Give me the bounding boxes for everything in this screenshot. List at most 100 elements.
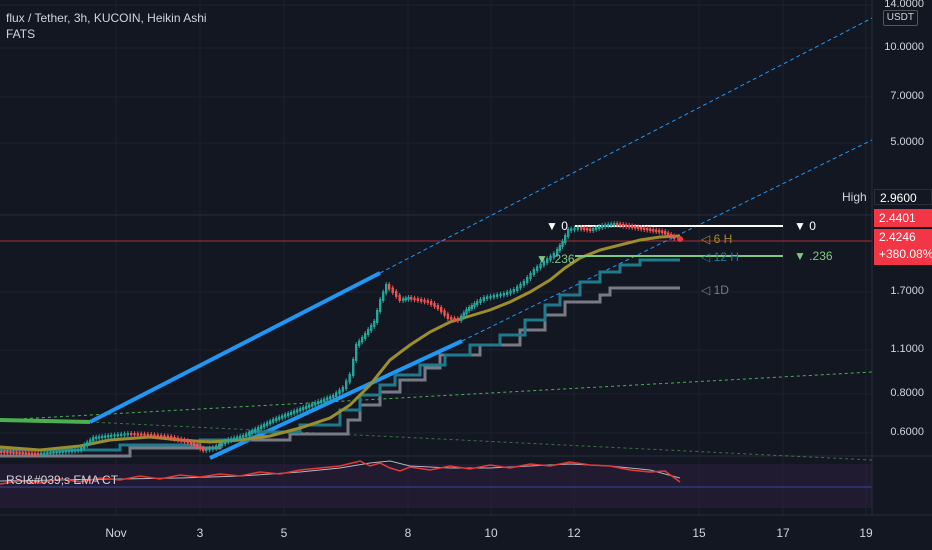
trend-extension-mid — [461, 139, 873, 342]
candle-body — [443, 310, 446, 316]
time-axis-label: 17 — [776, 526, 790, 540]
candle-body — [323, 398, 326, 402]
candle-body — [622, 224, 625, 227]
candle-body — [404, 297, 408, 301]
candle-body — [655, 229, 658, 232]
time-axis-label: 15 — [692, 526, 706, 540]
candle-body — [395, 291, 398, 297]
candle-body — [526, 277, 529, 283]
time-axis-label: 8 — [404, 526, 412, 540]
candle-body — [284, 414, 287, 418]
grid — [0, 0, 872, 515]
candle-body — [296, 409, 299, 413]
candle-body — [423, 299, 426, 303]
candles-group — [0, 221, 676, 457]
candle-body — [287, 413, 290, 417]
candle-body — [332, 395, 335, 399]
candle-body — [89, 439, 92, 444]
candle-body — [604, 224, 607, 227]
candle-body — [556, 249, 559, 255]
candle-body — [496, 294, 499, 297]
symbol-title[interactable]: flux / Tether, 3h, KUCOIN, Heikin Ashi — [6, 11, 207, 25]
candle-body — [473, 303, 476, 307]
candle-body — [314, 402, 317, 406]
candle-body — [450, 317, 453, 320]
candle-body — [272, 419, 275, 423]
candle-body — [15, 451, 18, 454]
candle-body — [18, 451, 21, 455]
candle-body — [326, 397, 329, 401]
candle-body — [546, 258, 549, 263]
candle-body — [199, 445, 202, 450]
candle-body — [573, 227, 576, 231]
candle-body — [242, 435, 245, 438]
candle-body — [193, 442, 196, 447]
price-axis-label: 1.1000 — [890, 343, 924, 355]
candle-body — [248, 431, 251, 436]
candle-body — [465, 309, 468, 315]
candle-body — [146, 433, 150, 436]
candle-body — [180, 438, 183, 442]
candle-body — [123, 433, 126, 436]
candle-body — [329, 396, 332, 400]
candle-body — [482, 297, 486, 301]
candle-body — [299, 408, 302, 412]
candle-body — [619, 223, 622, 226]
candle-body — [576, 227, 580, 230]
candle-body — [345, 380, 348, 389]
candle-body — [637, 226, 640, 229]
candle-body — [516, 286, 519, 291]
candle-body — [479, 299, 482, 303]
candle-body — [221, 442, 224, 446]
candle-body — [456, 318, 460, 321]
candle-body — [196, 444, 199, 448]
candle-body — [49, 451, 52, 455]
time-axis-label: 19 — [859, 526, 873, 540]
candle-body — [173, 436, 176, 440]
candle-body — [658, 230, 661, 233]
current-price-dot — [677, 236, 683, 242]
candle-body — [413, 297, 416, 301]
fib-left-0-label: ▼ 0 — [546, 219, 568, 233]
price-axis-label: 0.6000 — [890, 426, 924, 438]
time-axis-label: 5 — [280, 526, 288, 540]
candle-body — [233, 437, 236, 441]
candle-body — [616, 223, 619, 226]
candle-body — [640, 227, 643, 230]
candle-body — [539, 263, 542, 269]
candle-body — [52, 451, 55, 454]
indicator-fats-label[interactable]: FATS — [6, 27, 36, 41]
candle-body — [373, 321, 376, 327]
candle-body — [664, 231, 667, 235]
candle-body — [440, 307, 443, 313]
trend-extension-lower-green — [0, 371, 873, 421]
candle-body — [120, 433, 123, 436]
high-label: High — [842, 190, 867, 204]
candle-body — [73, 449, 77, 452]
candle-body — [385, 284, 388, 294]
candle-body — [245, 433, 248, 437]
candle-body — [140, 433, 143, 436]
currency-unit-badge[interactable]: USDT — [882, 10, 918, 26]
fib-right-236-label: ▼ .236 — [794, 249, 833, 263]
candle-body — [499, 293, 502, 297]
candle-body — [364, 333, 367, 339]
candle-body — [92, 437, 95, 442]
candle-body — [70, 449, 74, 452]
candle-body — [426, 300, 430, 303]
chart-legend: flux / Tether, 3h, KUCOIN, Heikin Ashi F… — [6, 10, 207, 42]
candle-body — [27, 452, 31, 455]
candle-body — [532, 269, 536, 275]
candle-body — [205, 448, 208, 451]
candle-body — [218, 443, 221, 448]
candle-body — [133, 433, 136, 436]
candle-body — [446, 313, 450, 319]
candle-body — [416, 298, 420, 301]
candle-body — [101, 435, 104, 439]
candle-body — [156, 434, 160, 437]
rsi-indicator-label[interactable]: RSI&#039;s EMA CT — [6, 473, 119, 487]
candle-body — [281, 415, 284, 419]
candle-body — [564, 235, 567, 243]
candle-body — [67, 449, 71, 453]
